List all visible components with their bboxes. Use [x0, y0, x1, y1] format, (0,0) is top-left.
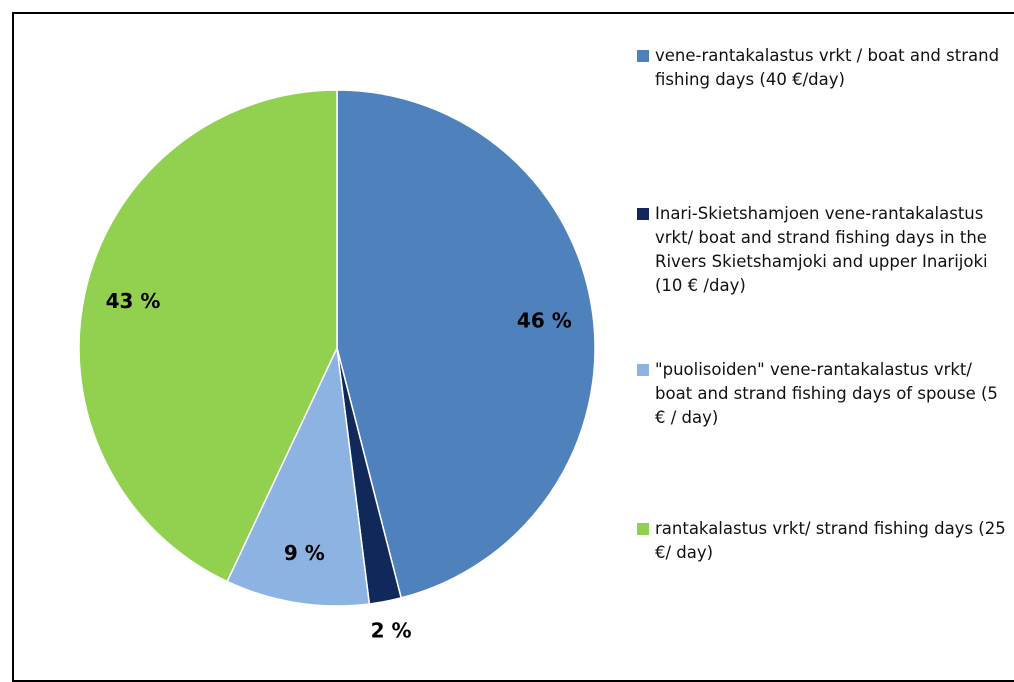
data-label: 46 %: [517, 308, 572, 332]
pie-slice: [78, 89, 338, 583]
pie-slice: [336, 89, 596, 599]
legend-item: "puolisoiden" vene-rantakalastus vrkt/ b…: [637, 358, 1009, 430]
legend-swatch: [637, 364, 649, 376]
data-label: 9 %: [284, 541, 325, 565]
legend-item: vene-rantakalastus vrkt / boat and stran…: [637, 44, 1009, 92]
legend-swatch: [637, 50, 649, 62]
data-label: 2 %: [371, 618, 412, 642]
legend-label: rantakalastus vrkt/ strand fishing days …: [655, 519, 1006, 562]
legend-label: vene-rantakalastus vrkt / boat and stran…: [655, 46, 1000, 89]
legend-item: Inari-Skietshamjoen vene-rantakalastus v…: [637, 202, 1009, 298]
legend-swatch: [637, 208, 649, 220]
legend-swatch: [637, 523, 649, 535]
legend-label: "puolisoiden" vene-rantakalastus vrkt/ b…: [655, 360, 998, 427]
pie-slice: [226, 345, 371, 607]
legend-label: Inari-Skietshamjoen vene-rantakalastus v…: [655, 204, 988, 295]
data-label: 43 %: [106, 289, 161, 313]
legend-item: rantakalastus vrkt/ strand fishing days …: [637, 517, 1009, 565]
